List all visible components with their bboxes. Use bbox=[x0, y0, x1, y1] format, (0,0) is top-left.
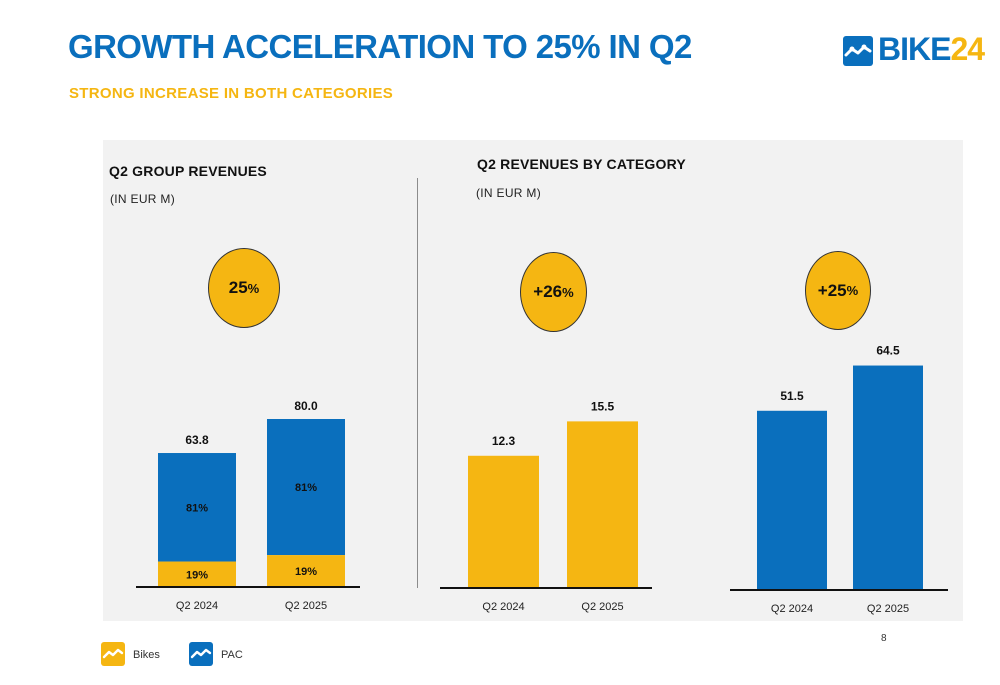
group-total-label-0: 63.8 bbox=[185, 433, 209, 447]
pac-growth-value: +25 bbox=[817, 280, 847, 300]
group-total-label-1: 80.0 bbox=[294, 399, 318, 413]
group-bikes-share-label-1: 19% bbox=[295, 566, 317, 578]
group-revenues-title: Q2 GROUP REVENUES bbox=[109, 163, 267, 179]
group-bar-pac-1 bbox=[267, 419, 345, 556]
bikes-growth-unit: % bbox=[562, 284, 574, 300]
bikes-value-label-0: 12.3 bbox=[492, 434, 516, 448]
section-divider bbox=[417, 178, 418, 588]
bikes-growth-badge: +26% bbox=[520, 252, 587, 332]
pac-value-label-1: 64.5 bbox=[876, 344, 900, 358]
group-bikes-share-label-0: 19% bbox=[186, 569, 208, 581]
group-tick-label-1: Q2 2025 bbox=[285, 600, 327, 612]
page-title: GROWTH ACCELERATION TO 25% IN Q2 bbox=[68, 28, 692, 65]
bike24-logo: BIKE24 bbox=[843, 31, 985, 72]
logo-text-accent: 24 bbox=[950, 31, 985, 67]
page-subtitle: STRONG INCREASE IN BOTH CATEGORIES bbox=[69, 85, 394, 102]
logo-wordmark: BIKE24 bbox=[878, 31, 985, 68]
group-bar-pac-0 bbox=[158, 453, 236, 562]
group-growth-badge: 25% bbox=[208, 248, 280, 328]
bikes-bar-0 bbox=[468, 455, 539, 588]
pac-chain-icon bbox=[189, 642, 213, 666]
pac-growth-unit: % bbox=[846, 283, 859, 298]
bikes-growth-value: +26 bbox=[533, 282, 563, 301]
logo-text-main: BIKE bbox=[878, 31, 951, 67]
logo-chain-icon bbox=[843, 36, 873, 66]
group-pac-share-label-1: 81% bbox=[295, 482, 317, 494]
legend-label-pac: PAC bbox=[221, 649, 243, 661]
bikes-value-label-1: 15.5 bbox=[591, 399, 615, 413]
group-bar-bikes-0 bbox=[158, 561, 236, 587]
category-revenues-title: Q2 REVENUES BY CATEGORY bbox=[477, 156, 686, 172]
group-pac-share-label-0: 81% bbox=[186, 502, 208, 514]
pac-value-label-0: 51.5 bbox=[780, 389, 804, 403]
pac-tick-label-1: Q2 2025 bbox=[867, 603, 909, 615]
pac-growth-badge: +25% bbox=[805, 251, 871, 330]
group-revenues-unit: (IN EUR M) bbox=[110, 192, 175, 206]
legend-label-bikes: Bikes bbox=[133, 649, 160, 661]
group-growth-value: 25 bbox=[228, 278, 248, 297]
bikes-chain-icon bbox=[101, 642, 125, 666]
pac-bar-1 bbox=[853, 365, 923, 590]
pac-bar-0 bbox=[757, 410, 827, 590]
pac-tick-label-0: Q2 2024 bbox=[771, 603, 813, 615]
category-revenues-unit: (IN EUR M) bbox=[476, 186, 541, 200]
page-number: 8 bbox=[881, 633, 887, 644]
group-growth-unit: % bbox=[247, 280, 260, 296]
bikes-bar-1 bbox=[567, 421, 638, 588]
group-bar-bikes-1 bbox=[267, 555, 345, 587]
bikes-tick-label-1: Q2 2025 bbox=[581, 601, 623, 613]
group-tick-label-0: Q2 2024 bbox=[176, 600, 218, 612]
bikes-tick-label-0: Q2 2024 bbox=[482, 601, 524, 613]
